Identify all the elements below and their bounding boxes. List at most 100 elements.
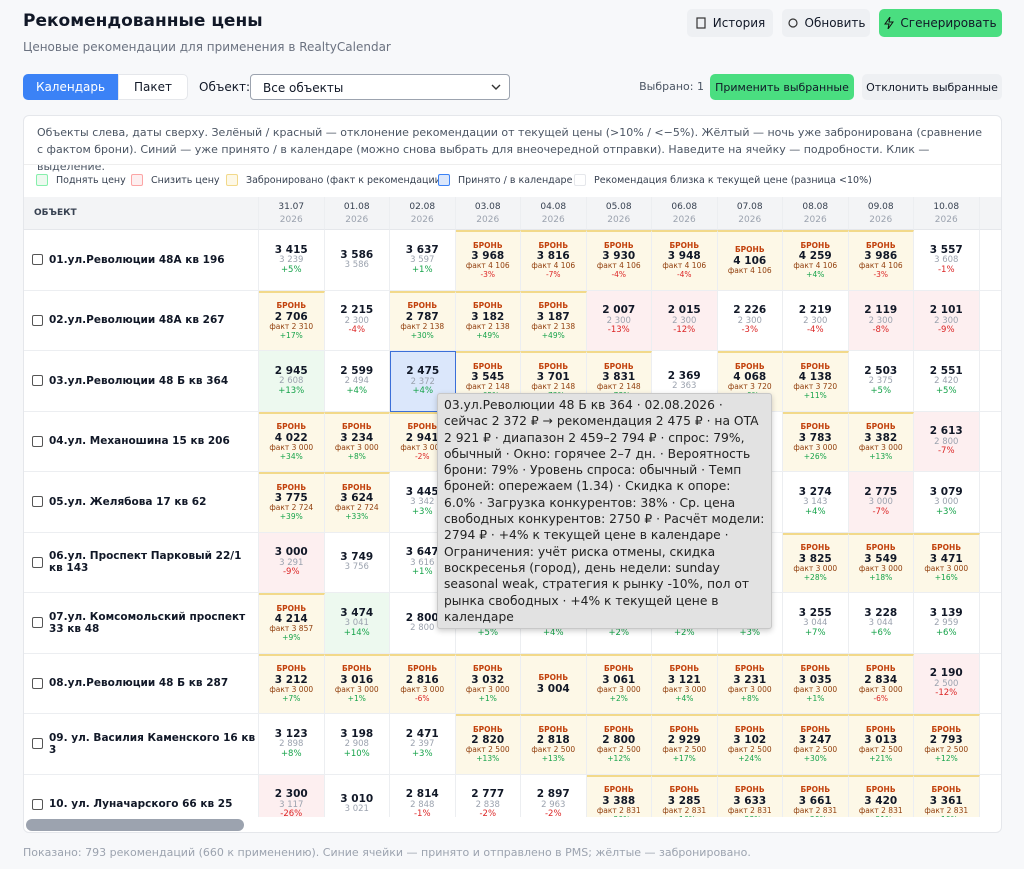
price-cell[interactable]: БРОНЬ 3 061 факт 3 000 +2% [586,653,652,714]
price-cell[interactable]: 3 010 3 021 [324,774,390,817]
price-cell[interactable]: БРОНЬ 3 382 факт 3 000 +13% [848,411,914,472]
date: 03.08 [474,202,501,212]
price-cell[interactable]: БРОНЬ 3 986 факт 4 106 -3% [848,230,914,291]
price-cell[interactable]: 2 945 2 608 +13% [259,351,325,412]
price-cell[interactable]: 3 198 2 908 +10% [324,714,390,775]
price-cell[interactable]: БРОНЬ 3 121 факт 3 000 +4% [652,653,718,714]
price-cell[interactable]: БРОНЬ 3 182 факт 2 138 +49% [455,290,521,351]
price-cell[interactable]: 2 897 2 963 -2% [521,774,587,817]
price-cell[interactable]: 2 015 2 300 -12% [652,290,718,351]
price-cell[interactable]: 2 101 2 300 -9% [914,290,980,351]
price-cell[interactable]: БРОНЬ 3 948 факт 4 106 -4% [652,230,718,291]
price-cell[interactable]: БРОНЬ 3 968 факт 4 106 -3% [455,230,521,291]
price-cell[interactable]: БРОНЬ 4 138 факт 3 720 +11% [783,351,849,412]
price-cell[interactable]: 3 228 3 044 +6% [848,593,914,654]
price-cell[interactable]: БРОНЬ 2 818 факт 2 500 +13% [521,714,587,775]
price-cell[interactable]: 2 471 2 397 +3% [390,714,456,775]
price-cell[interactable]: БРОНЬ 3 035 факт 3 000 +1% [783,653,849,714]
price-cell[interactable]: БРОНЬ 2 793 факт 2 500 +12% [914,714,980,775]
object-select[interactable]: Все объекты [250,74,510,100]
price-cell[interactable]: БРОНЬ 2 800 факт 2 500 +12% [586,714,652,775]
price-cell[interactable]: БРОНЬ 2 820 факт 2 500 +13% [455,714,521,775]
price-cell[interactable]: БРОНЬ 3 549 факт 3 000 +18% [848,532,914,593]
price-cell[interactable]: БРОНЬ 4 259 факт 4 106 +4% [783,230,849,291]
price-cell[interactable]: БРОНЬ 3 234 факт 3 000 +8% [324,411,390,472]
price-cell[interactable]: БРОНЬ 2 816 факт 3 000 -6% [390,653,456,714]
price-cell[interactable]: БРОНЬ 3 231 факт 3 000 +8% [717,653,783,714]
price-cell[interactable]: 2 007 2 300 -13% [586,290,652,351]
row-checkbox[interactable] [32,254,43,266]
reject-button[interactable]: Отклонить выбранные [862,74,1002,100]
refresh-button[interactable]: Обновить [782,9,870,37]
row-checkbox[interactable] [32,556,43,568]
price-cell[interactable]: 3 749 3 756 [324,532,390,593]
price-cell[interactable]: 2 119 2 300 -8% [848,290,914,351]
price-cell[interactable]: БРОНЬ 3 004 [521,653,587,714]
price-cell[interactable]: БРОНЬ 3 816 факт 4 106 -7% [521,230,587,291]
price-cell[interactable]: БРОНЬ 2 787 факт 2 138 +30% [390,290,456,351]
price-cell[interactable]: БРОНЬ 2 929 факт 2 500 +17% [652,714,718,775]
price-cell[interactable]: 3 123 2 898 +8% [259,714,325,775]
price-cell[interactable]: 2 190 2 500 -12% [914,653,980,714]
price-cell[interactable]: БРОНЬ 2 706 факт 2 310 +17% [259,290,325,351]
price-cell[interactable]: 3 139 2 959 +6% [914,593,980,654]
apply-button[interactable]: Применить выбранные [710,74,854,100]
price-cell[interactable]: 2 215 2 300 -4% [324,290,390,351]
price-cell[interactable]: БРОНЬ 3 825 факт 3 000 +28% [783,532,849,593]
price-cell[interactable]: 2 300 3 117 -26% [259,774,325,817]
price-cell[interactable]: БРОНЬ 3 032 факт 3 000 +1% [455,653,521,714]
history-button[interactable]: История [687,9,773,37]
price-cell[interactable]: 2 613 2 800 -7% [914,411,980,472]
batch-tab[interactable]: Пакет [118,74,188,100]
row-checkbox[interactable] [32,314,43,326]
row-checkbox[interactable] [32,798,43,810]
price-cell[interactable]: 2 503 2 375 +5% [848,351,914,412]
price-cell[interactable]: БРОНЬ 3 013 факт 2 500 +21% [848,714,914,775]
price-cell[interactable]: 2 219 2 300 -4% [783,290,849,351]
price-cell[interactable]: БРОНЬ 2 834 факт 3 000 -6% [848,653,914,714]
calendar-tab[interactable]: Календарь [23,74,118,100]
price-cell[interactable]: 3 415 3 239 +5% [259,230,325,291]
price-cell[interactable]: БРОНЬ 3 102 факт 2 500 +24% [717,714,783,775]
row-checkbox[interactable] [32,677,43,689]
row-checkbox[interactable] [32,617,43,629]
price-cell[interactable]: 3 586 3 586 [324,230,390,291]
price-cell[interactable]: 3 274 3 143 +4% [783,472,849,533]
scrollbar[interactable] [26,819,244,831]
price-cell[interactable]: 2 599 2 494 +4% [324,351,390,412]
price-cell[interactable]: БРОНЬ 3 930 факт 4 106 -4% [586,230,652,291]
price-cell[interactable]: 3 637 3 597 +1% [390,230,456,291]
price-cell[interactable]: 3 474 3 041 +14% [324,593,390,654]
row-checkbox[interactable] [32,435,43,447]
price-cell[interactable]: БРОНЬ 4 106 факт 4 106 [717,230,783,291]
price-cell[interactable]: БРОНЬ 3 471 факт 3 000 +16% [914,532,980,593]
price-cell[interactable]: БРОНЬ 3 783 факт 3 000 +26% [783,411,849,472]
row-checkbox[interactable] [32,496,43,508]
price-cell[interactable]: 2 814 2 848 -1% [390,774,456,817]
price-cell[interactable]: БРОНЬ 3 212 факт 3 000 +7% [259,653,325,714]
price-cell[interactable]: БРОНЬ 3 016 факт 3 000 +1% [324,653,390,714]
price-cell[interactable]: 3 000 3 291 -9% [259,532,325,593]
price-cell[interactable]: 3 079 3 000 +3% [914,472,980,533]
row-checkbox[interactable] [32,375,43,387]
price-cell[interactable]: БРОНЬ 4 022 факт 3 000 +34% [259,411,325,472]
generate-button[interactable]: Сгенерировать [879,9,1002,37]
price-cell[interactable]: 3 255 3 044 +7% [783,593,849,654]
row-checkbox[interactable] [32,738,43,750]
price-cell[interactable]: БРОНЬ 3 775 факт 2 724 +39% [259,472,325,533]
price-cell[interactable]: 2 226 2 300 -3% [717,290,783,351]
price-cell[interactable]: БРОНЬ 3 247 факт 2 500 +30% [783,714,849,775]
price-cell[interactable]: 2 777 2 838 -2% [455,774,521,817]
price-cell[interactable]: 2 775 3 000 -7% [848,472,914,533]
price-cell[interactable]: БРОНЬ 4 214 факт 3 857 +9% [259,593,325,654]
price-cell[interactable]: 3 557 3 608 -1% [914,230,980,291]
price-cell[interactable]: 2 551 2 420 +5% [914,351,980,412]
price-cell[interactable]: БРОНЬ 3 187 факт 2 138 +49% [521,290,587,351]
price-cell[interactable]: БРОНЬ 3 624 факт 2 724 +33% [324,472,390,533]
